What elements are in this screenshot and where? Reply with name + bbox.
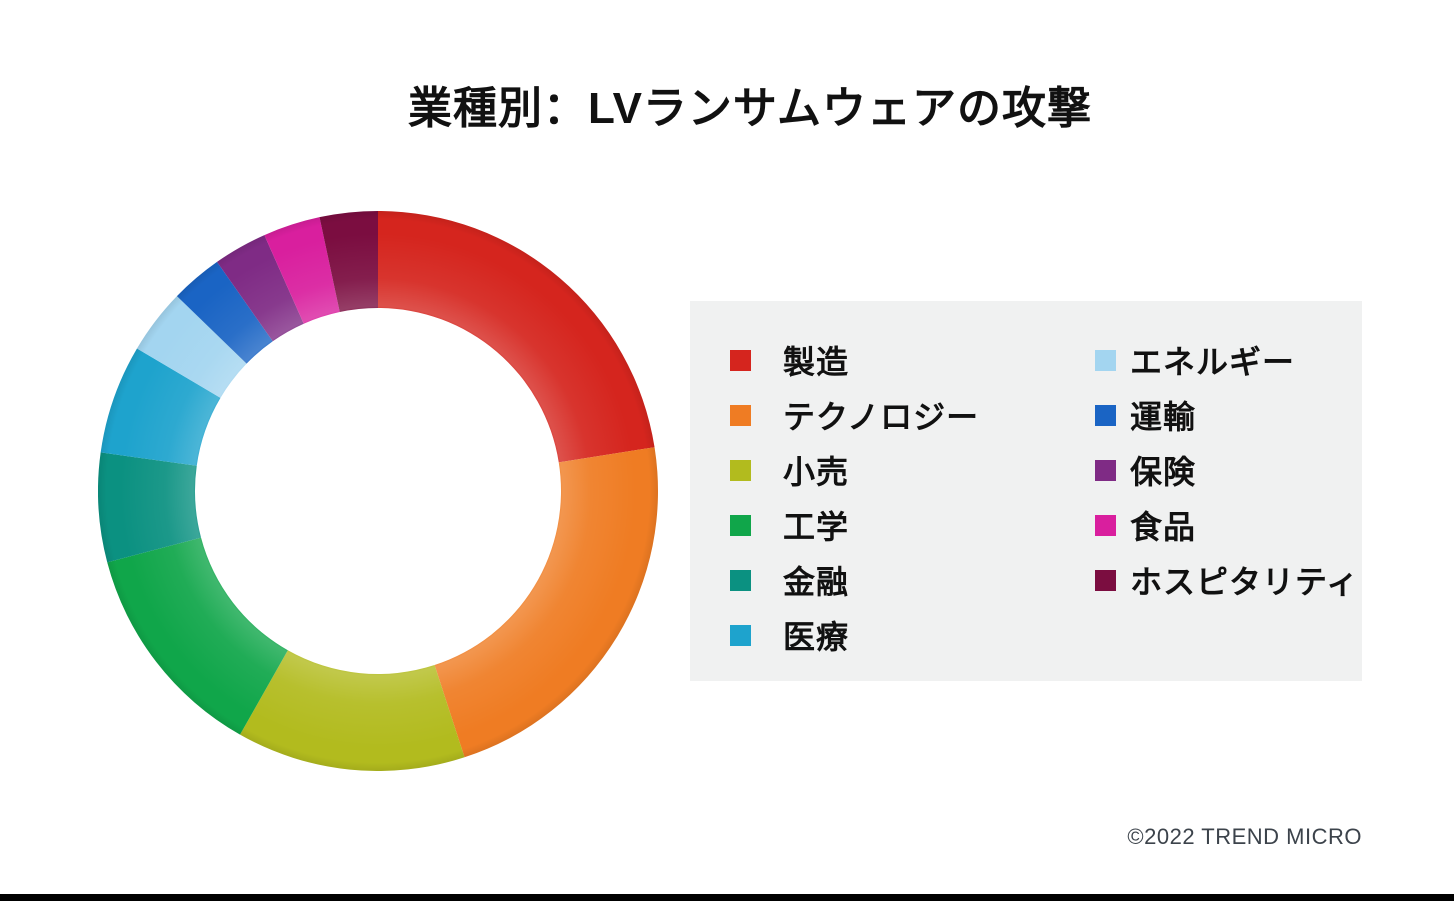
- legend-label: ホスピタリティ: [1130, 564, 1360, 600]
- legend-item: 食品: [1095, 508, 1359, 545]
- legend-swatch: [730, 569, 751, 591]
- legend-label: 医療: [783, 619, 850, 655]
- chart-title: 業種別：LVランサムウェアの攻撃: [407, 84, 1093, 133]
- legend-item: 製造: [730, 343, 979, 380]
- legend-item: エネルギー: [1095, 343, 1359, 380]
- legend-swatch: [1095, 569, 1116, 591]
- copyright-text: ©2022 TREND MICRO: [1127, 824, 1362, 849]
- legend-swatch: [730, 349, 751, 371]
- legend-column-left: 製造テクノロジー 小売工学金融医療: [730, 343, 979, 655]
- legend-item: 金融: [730, 563, 979, 600]
- legend-swatch: [1095, 349, 1116, 371]
- donut-chart: [98, 211, 658, 771]
- legend-swatch: [730, 404, 751, 426]
- legend-label: エネルギー: [1130, 344, 1296, 380]
- legend-label: テクノロジー: [783, 399, 980, 435]
- legend-label: 製造: [783, 344, 850, 380]
- legend-swatch: [730, 624, 751, 646]
- legend-item: 医療: [730, 618, 979, 655]
- legend-swatch: [730, 459, 751, 481]
- legend-swatch: [1095, 404, 1116, 426]
- legend-swatch: [1095, 459, 1116, 481]
- legend-item: 運輸: [1095, 398, 1359, 435]
- legend-label: 工学: [783, 509, 850, 545]
- legend-label: 食品: [1130, 509, 1197, 545]
- legend-item: テクノロジー: [730, 398, 979, 435]
- legend-item: 保険: [1095, 453, 1359, 490]
- legend-item: ホスピタリティ: [1095, 563, 1359, 600]
- bottom-divider-bar: [0, 894, 1454, 901]
- legend-item: 小売: [730, 453, 979, 490]
- legend-item: 工学: [730, 508, 979, 545]
- legend-swatch: [1095, 514, 1116, 536]
- legend: 製造テクノロジー 小売工学金融医療 エネルギー運輸保険食品ホスピタリティ: [690, 301, 1362, 681]
- legend-label: 運輸: [1130, 399, 1197, 435]
- legend-column-right: エネルギー運輸保険食品ホスピタリティ: [1095, 343, 1359, 600]
- legend-label: 小売: [783, 454, 850, 490]
- legend-label: 金融: [783, 564, 850, 600]
- legend-label: 保険: [1130, 454, 1197, 490]
- donut-bevel-overlay: [98, 211, 658, 771]
- legend-swatch: [730, 514, 751, 536]
